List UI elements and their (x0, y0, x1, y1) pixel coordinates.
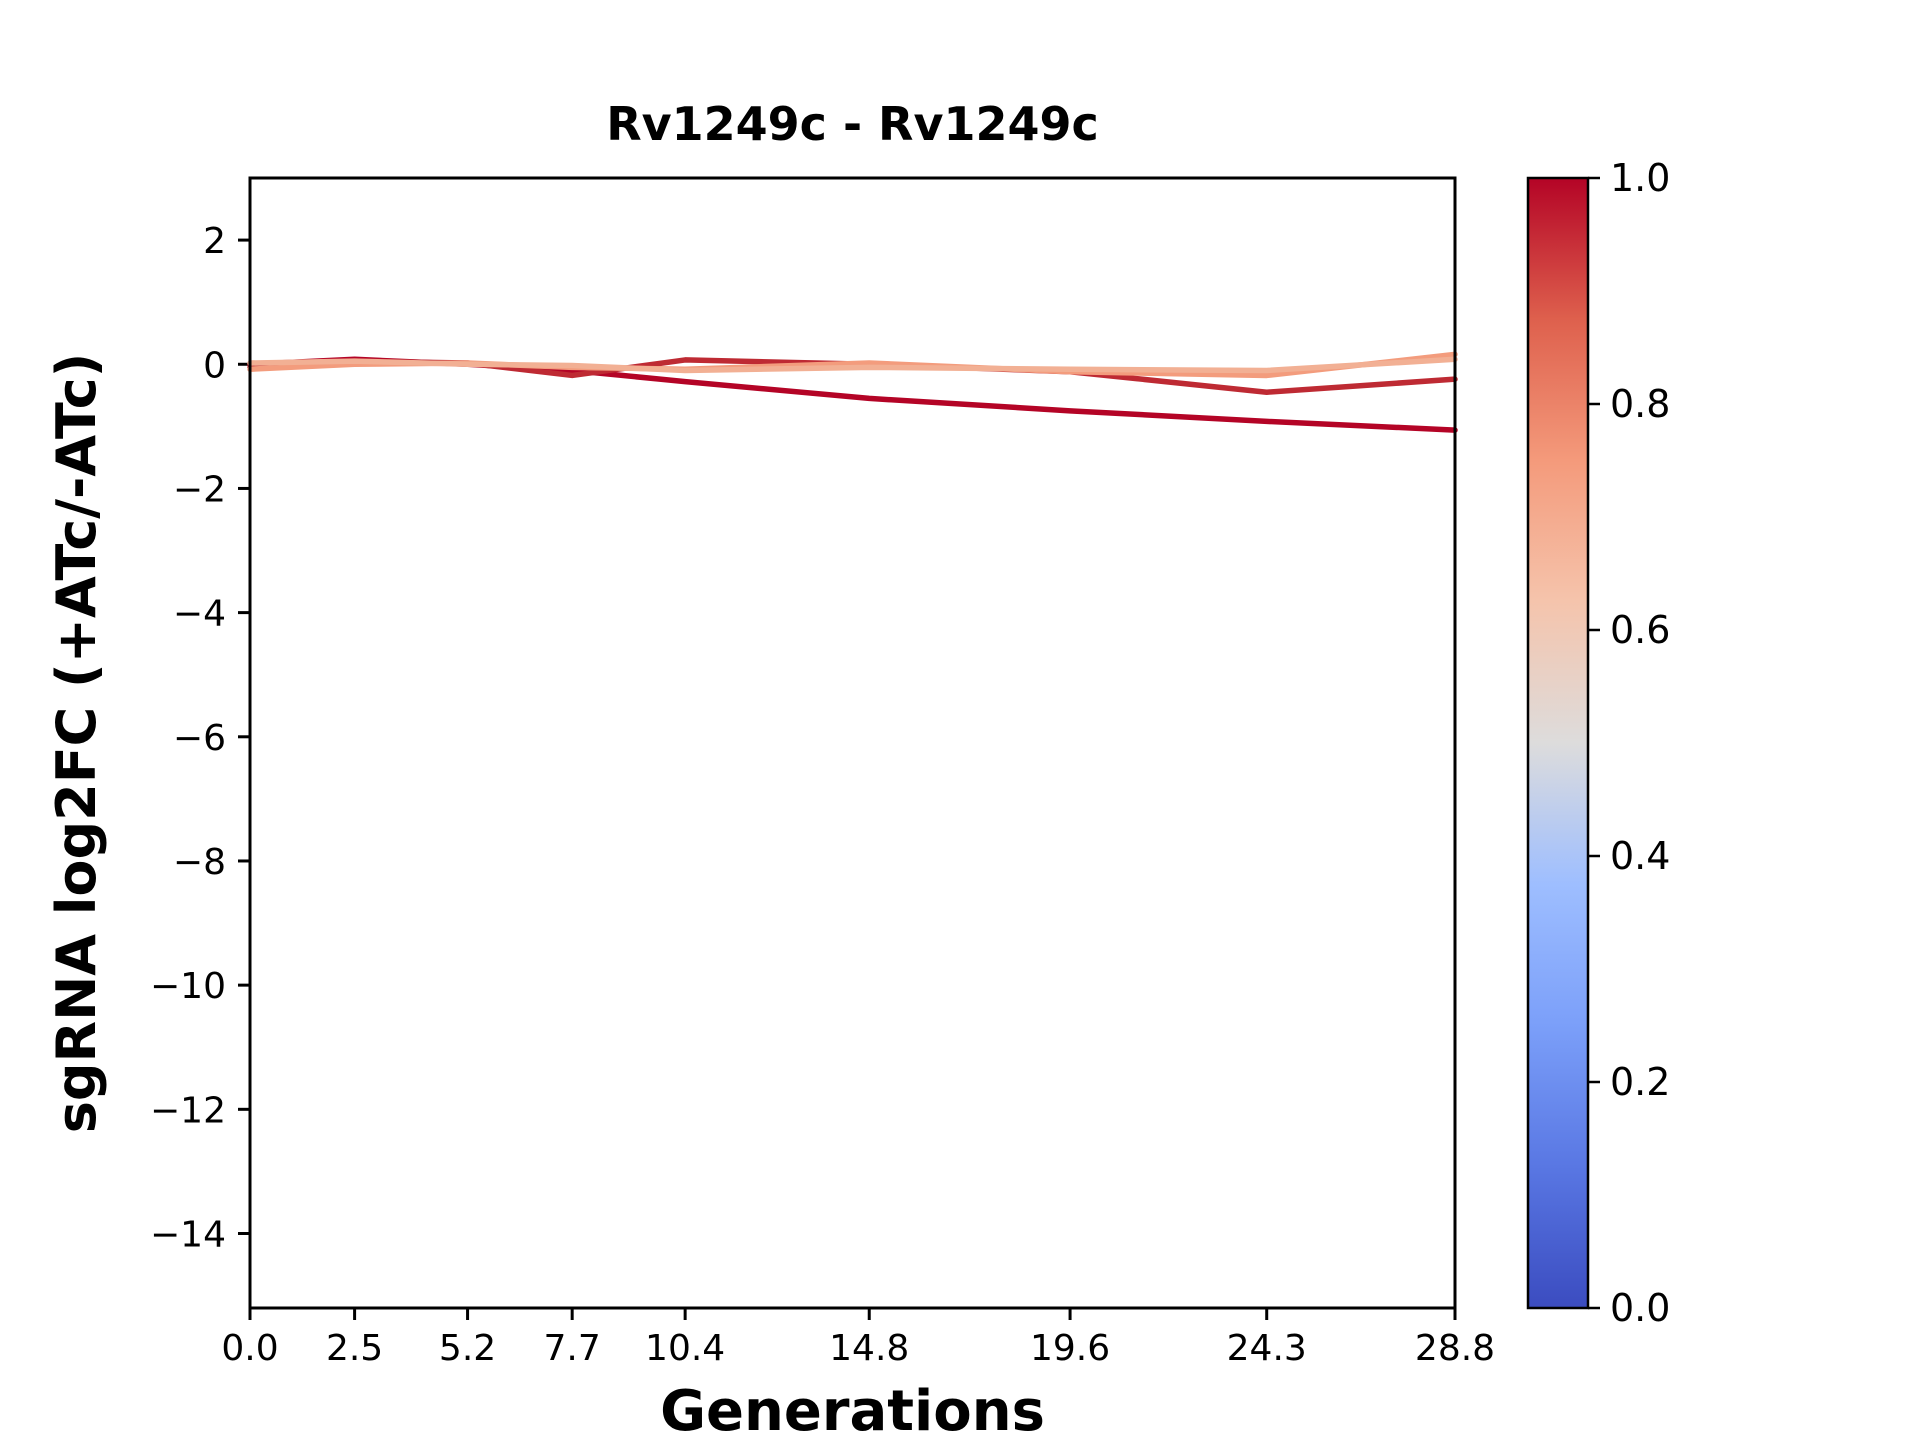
x-tick-label: 10.4 (645, 1328, 725, 1369)
y-axis-label: sgRNA log2FC (+ATc/-ATc) (45, 353, 108, 1134)
plot-area (250, 178, 1455, 1308)
x-tick-label: 28.8 (1415, 1328, 1495, 1369)
x-tick-label: 5.2 (439, 1328, 496, 1369)
y-tick-label: −2 (173, 469, 226, 510)
x-tick-label: 14.8 (829, 1328, 909, 1369)
y-tick-label: 2 (203, 221, 226, 262)
colorbar-tick-label: 0.2 (1610, 1060, 1670, 1104)
colorbar-tick-label: 1.0 (1610, 156, 1670, 200)
colorbar-tick-label: 0.4 (1610, 834, 1670, 878)
data-line-sgRNA-4 (247, 356, 1458, 374)
colorbar-border (1526, 176, 1590, 1310)
colorbar-gradient (1528, 178, 1588, 1308)
x-tick-label: 0.0 (221, 1328, 278, 1369)
axes-spines (248, 176, 1457, 1310)
y-axis-ticks (238, 238, 250, 1235)
x-axis-ticks (248, 1308, 1457, 1320)
x-tick-label: 19.6 (1030, 1328, 1110, 1369)
colorbar (1526, 176, 1600, 1310)
y-tick-label: −6 (173, 718, 226, 759)
y-tick-label: −10 (150, 966, 226, 1007)
y-tick-label: −14 (150, 1214, 226, 1255)
y-tick-label: 0 (203, 345, 226, 386)
y-tick-label: −4 (173, 594, 226, 635)
y-tick-label: −12 (150, 1090, 226, 1131)
y-tick-label: −8 (173, 842, 226, 883)
x-axis-label: Generations (660, 1379, 1045, 1440)
x-tick-label: 2.5 (326, 1328, 383, 1369)
colorbar-tick-label: 0.6 (1610, 608, 1670, 652)
x-tick-label: 7.7 (544, 1328, 601, 1369)
colorbar-tick-label: 0.0 (1610, 1286, 1670, 1330)
plot-lines (247, 351, 1458, 433)
colorbar-tick-label: 0.8 (1610, 382, 1670, 426)
x-tick-label: 24.3 (1227, 1328, 1307, 1369)
chart-title: Rv1249c - Rv1249c (606, 97, 1099, 151)
